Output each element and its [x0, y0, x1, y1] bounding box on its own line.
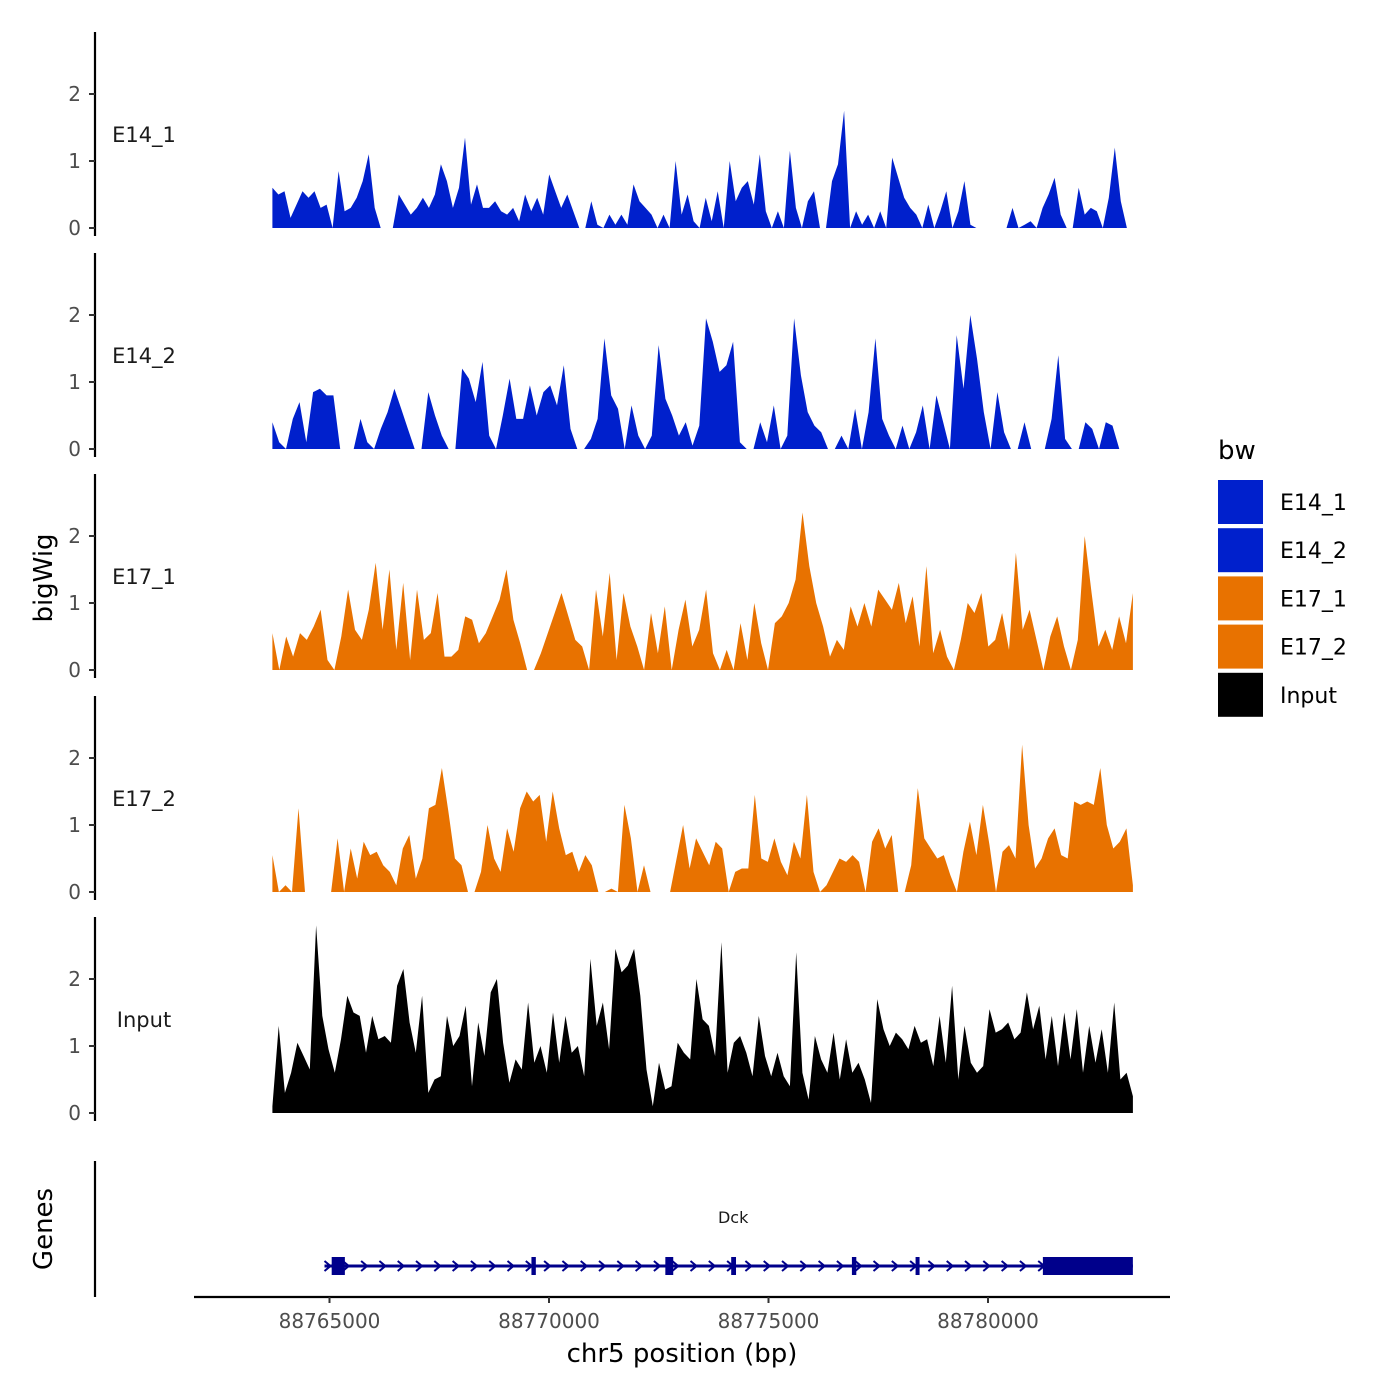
coverage-area-E17_1	[272, 512, 1133, 670]
legend-swatch-E14_1	[1218, 480, 1263, 524]
track-label: E17_2	[112, 787, 176, 812]
gene-track: Dck	[93, 1161, 1133, 1297]
x-tick-label: 88775000	[718, 1309, 820, 1333]
legend-label-E17_2: E17_2	[1280, 636, 1347, 661]
strand-arrow	[653, 1260, 662, 1272]
strand-arrow	[964, 1260, 973, 1272]
strand-arrow	[1000, 1260, 1010, 1272]
gene-exon	[331, 1257, 345, 1275]
track-E17_2: 0 1 2 E17_2	[68, 696, 1133, 904]
x-tick-label: 88765000	[279, 1309, 381, 1333]
track-E14_1: 0 1 2 E14_1	[68, 32, 1133, 240]
x-tick-label: 88770000	[498, 1309, 600, 1333]
y-tick-label: 1	[68, 370, 81, 394]
y-tick-label: 0	[68, 216, 81, 240]
legend-swatch-E17_2	[1218, 624, 1263, 669]
gene-exon	[665, 1257, 674, 1275]
strand-arrow	[580, 1260, 589, 1272]
strand-arrow	[488, 1260, 497, 1272]
y-tick-label: 2	[68, 967, 81, 991]
y-axis-title: bigWig	[29, 533, 59, 622]
legend: bw E14_1 E14_2 E17_1 E17_2 Input	[1218, 436, 1347, 717]
track-label: E14_1	[112, 123, 176, 148]
coverage-area-E14_2	[272, 315, 1133, 449]
genes-track-title: Genes	[29, 1188, 59, 1270]
legend-label-E17_1: E17_1	[1280, 587, 1347, 612]
legend-swatch-E17_1	[1218, 576, 1263, 621]
legend-swatch-Input	[1218, 672, 1263, 717]
y-tick-label: 0	[68, 658, 81, 682]
track-E14_2: 0 1 2 E14_2	[68, 253, 1133, 461]
y-tick-label: 2	[68, 746, 81, 770]
strand-arrow	[360, 1260, 369, 1272]
x-axis-title: chr5 position (bp)	[567, 1339, 798, 1369]
strand-arrow	[616, 1260, 625, 1272]
y-tick-label: 2	[68, 82, 81, 106]
strand-arrow	[982, 1260, 991, 1272]
track-label: E14_2	[112, 344, 176, 369]
gene-exon	[915, 1257, 920, 1275]
strand-arrow	[470, 1260, 479, 1272]
strand-arrow	[415, 1260, 424, 1272]
legend-title: bw	[1218, 436, 1256, 466]
gene-Dck: Dck	[323, 1208, 1133, 1275]
gene-name-label: Dck	[718, 1208, 749, 1227]
track-E17_1: 0 1 2 E17_1	[68, 474, 1133, 682]
track-label: Input	[117, 1008, 171, 1032]
gene-exon	[531, 1257, 536, 1275]
strand-arrow	[872, 1260, 882, 1272]
legend-swatch-E14_2	[1218, 528, 1263, 573]
strand-arrow	[763, 1260, 772, 1272]
y-tick-label: 1	[68, 149, 81, 173]
strand-arrow	[781, 1260, 790, 1272]
strand-arrow	[927, 1260, 936, 1272]
coverage-area-Input	[272, 925, 1133, 1113]
y-tick-label: 1	[68, 1034, 81, 1058]
strand-arrow	[397, 1260, 406, 1272]
coverage-area-E14_1	[272, 110, 1133, 228]
coverage-area-E17_2	[272, 744, 1133, 892]
strand-arrow	[671, 1260, 680, 1272]
strand-arrow	[854, 1260, 863, 1272]
legend-label-Input: Input	[1280, 684, 1337, 709]
strand-arrow	[323, 1260, 333, 1272]
coverage-tracks: 0 1 2 E14_1 0 1 2 E14_2 0 1 2 E17_1 0 1 2 E17_2 0 1 2 Input	[68, 32, 1133, 1125]
strand-arrow	[451, 1260, 461, 1272]
strand-arrow	[543, 1260, 552, 1272]
strand-arrow	[689, 1260, 699, 1272]
y-tick-label: 1	[68, 591, 81, 615]
strand-arrow	[433, 1260, 442, 1272]
strand-arrow	[891, 1260, 900, 1272]
legend-label-E14_2: E14_2	[1280, 539, 1347, 564]
gene-exon	[731, 1257, 737, 1275]
y-tick-label: 0	[68, 880, 81, 904]
strand-arrow	[708, 1260, 717, 1272]
y-tick-label: 2	[68, 303, 81, 327]
track-Input: 0 1 2 Input	[68, 917, 1133, 1125]
x-tick-label: 88780000	[937, 1309, 1039, 1333]
strand-arrow	[561, 1260, 570, 1272]
y-tick-label: 1	[68, 813, 81, 837]
strand-arrow	[506, 1260, 516, 1272]
legend-label-E14_1: E14_1	[1280, 491, 1347, 516]
strand-arrow	[598, 1260, 607, 1272]
track-label: E17_1	[112, 565, 176, 590]
y-tick-label: 2	[68, 524, 81, 548]
strand-arrow	[378, 1260, 387, 1272]
gene-exon	[1042, 1257, 1133, 1275]
strand-arrow	[634, 1260, 644, 1272]
y-tick-label: 0	[68, 437, 81, 461]
strand-arrow	[836, 1260, 845, 1272]
strand-arrow	[799, 1260, 808, 1272]
strand-arrow	[1019, 1260, 1028, 1272]
strand-arrow	[817, 1260, 827, 1272]
x-axis: 88765000 88770000 88775000 88780000	[194, 1295, 1170, 1333]
gene-exon	[851, 1257, 857, 1275]
strand-arrow	[744, 1260, 753, 1272]
y-tick-label: 0	[68, 1101, 81, 1125]
strand-arrow	[946, 1260, 955, 1272]
